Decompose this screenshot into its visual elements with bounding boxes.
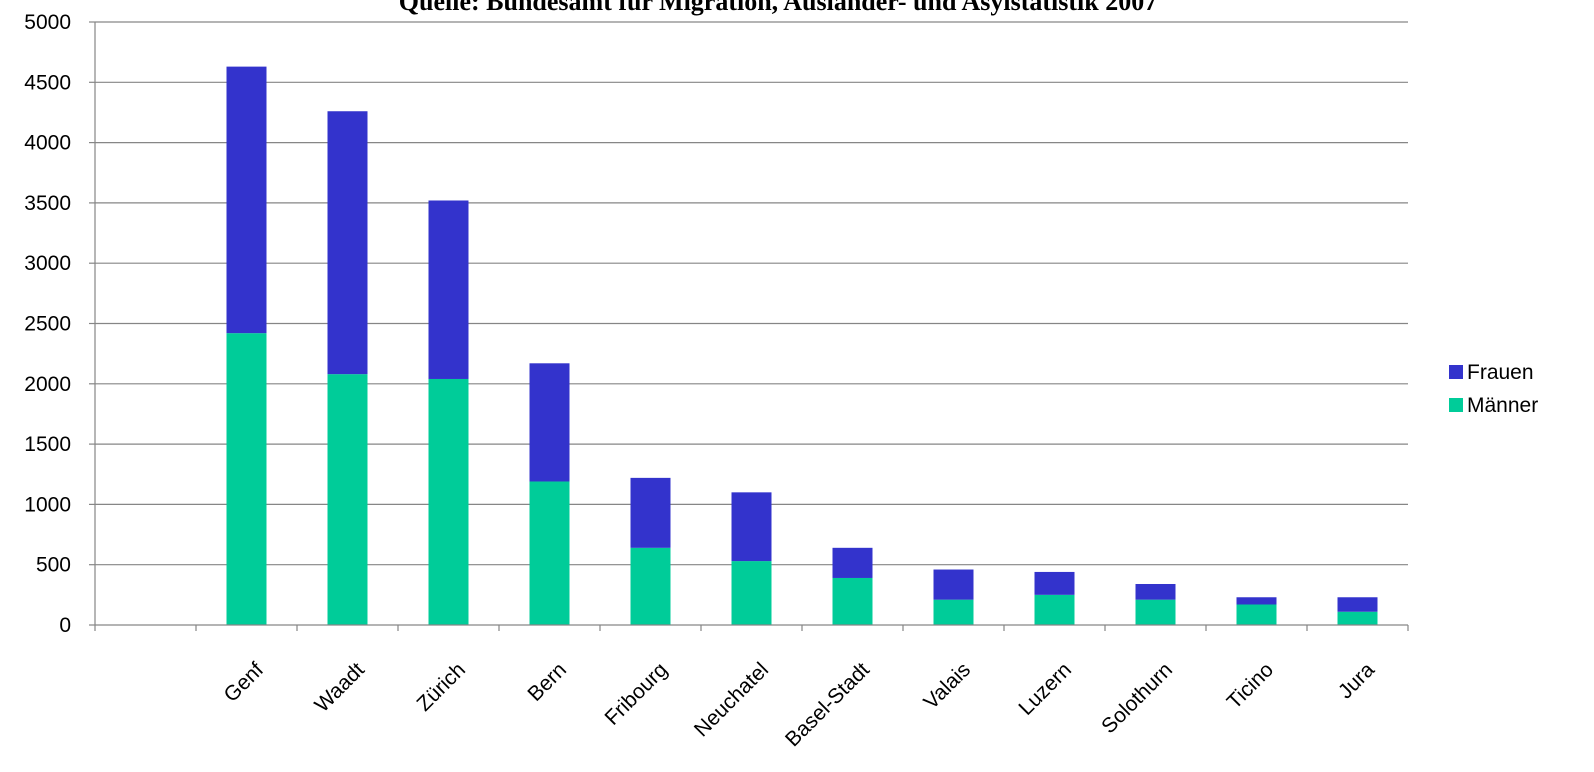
y-tick-label: 5000 — [24, 11, 71, 34]
axes — [89, 21, 1409, 631]
bar-frauen-fribourg — [630, 477, 671, 548]
legend-label: Männer — [1467, 394, 1538, 417]
y-tick-labels: 0 500 1000 1500 2000 2500 3000 3500 4000 4500 5000 — [24, 11, 71, 637]
y-tick-label: 2500 — [24, 313, 71, 336]
x-tick-label: Bern — [523, 658, 571, 706]
bar-maenner-fribourg — [630, 547, 671, 625]
bar-maenner-valais — [933, 599, 974, 625]
x-tick-label: Neuchatel — [690, 658, 773, 741]
bar-frauen-genf — [226, 66, 267, 334]
bar-frauen-waadt — [327, 111, 368, 375]
bar-frauen-neuchatel — [731, 492, 772, 562]
x-tick-label: Basel-Stadt — [781, 658, 874, 751]
bar-maenner-zürich — [428, 378, 469, 625]
y-tick-label: 3500 — [24, 192, 71, 215]
x-tick-label: Luzern — [1014, 658, 1076, 720]
bar-maenner-neuchatel — [731, 561, 772, 625]
y-tick-label: 4000 — [24, 132, 71, 155]
bar-frauen-valais — [933, 569, 974, 600]
y-tick-label: 0 — [59, 614, 71, 637]
bar-maenner-basel-stadt — [832, 577, 873, 625]
gridlines — [95, 21, 1408, 566]
bar-frauen-zürich — [428, 200, 469, 379]
bar-frauen-ticino — [1236, 597, 1277, 605]
y-tick-label: 500 — [36, 554, 71, 577]
bar-maenner-ticino — [1236, 604, 1277, 625]
x-tick-label: Jura — [1334, 658, 1379, 703]
bar-frauen-jura — [1337, 597, 1378, 612]
bar-maenner-solothurn — [1135, 599, 1176, 625]
x-tick-label: Zürich — [413, 658, 471, 716]
bar-frauen-luzern — [1034, 571, 1075, 595]
legend-swatch — [1449, 398, 1463, 412]
y-tick-label: 3000 — [24, 252, 71, 275]
bar-maenner-jura — [1337, 611, 1378, 625]
x-tick-label: Waadt — [310, 658, 369, 717]
y-tick-label: 2000 — [24, 373, 71, 396]
x-tick-labels: Genf Waadt Zürich Bern Fribourg Neuchatel Base… — [220, 658, 1380, 751]
y-tick-label: 1000 — [24, 493, 71, 516]
bar-maenner-genf — [226, 333, 267, 625]
bars — [226, 66, 1378, 625]
x-tick-label: Fribourg — [600, 658, 672, 730]
bar-maenner-bern — [529, 481, 570, 625]
x-tick-label: Valais — [919, 658, 975, 714]
x-tick-label: Ticino — [1223, 658, 1278, 713]
y-tick-label: 1500 — [24, 433, 71, 456]
x-tick-label: Solothurn — [1097, 658, 1177, 738]
legend-label: Frauen — [1467, 361, 1534, 384]
bar-frauen-basel-stadt — [832, 547, 873, 578]
bar-frauen-bern — [529, 363, 570, 482]
bar-frauen-solothurn — [1135, 583, 1176, 600]
x-tick-label: Genf — [220, 658, 269, 707]
chart-title: Quelle: Bundesamt für Migration, Ausländ… — [399, 0, 1157, 16]
bar-maenner-luzern — [1034, 594, 1075, 625]
y-tick-label: 4500 — [24, 71, 71, 94]
legend-swatch — [1449, 365, 1463, 379]
bar-maenner-waadt — [327, 374, 368, 625]
legend: Frauen Männer — [1449, 361, 1538, 417]
